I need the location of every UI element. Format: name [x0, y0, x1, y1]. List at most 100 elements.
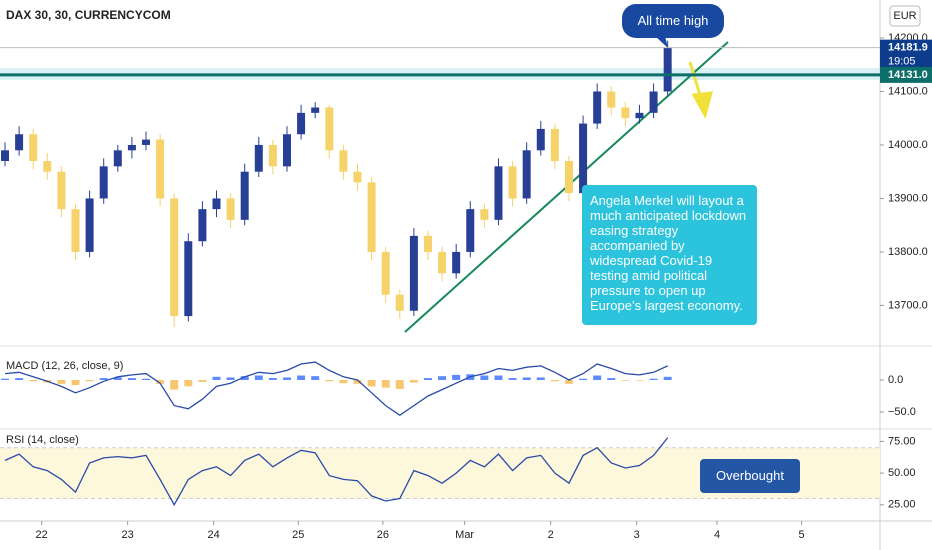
- histogram-bar: [184, 380, 193, 387]
- candle-body: [353, 171, 362, 183]
- candle-body: [550, 128, 559, 161]
- candle-body: [282, 134, 291, 167]
- histogram-bar: [1, 378, 10, 380]
- candle-body: [409, 235, 418, 311]
- histogram-bar: [564, 380, 573, 384]
- candle-body: [621, 107, 630, 119]
- y-tick-label: 14100.0: [888, 85, 928, 97]
- x-tick-label: 5: [799, 529, 805, 541]
- histogram-bar: [29, 380, 38, 382]
- histogram-bar: [99, 378, 108, 380]
- candle-body: [579, 123, 588, 194]
- histogram-bar: [212, 376, 221, 380]
- y-tick-label: 0.0: [888, 374, 903, 386]
- y-tick-label: 13800.0: [888, 246, 928, 258]
- candle-body: [141, 139, 150, 145]
- histogram-bar: [508, 378, 517, 380]
- candle-body: [536, 128, 545, 151]
- histogram-bar: [71, 380, 80, 386]
- histogram-bar: [494, 375, 503, 380]
- last-price-box: [880, 39, 932, 70]
- histogram-bar: [353, 380, 362, 384]
- histogram-bar: [156, 380, 165, 384]
- candle-body: [395, 294, 404, 311]
- callout-tail: [655, 36, 668, 48]
- histogram-bar: [649, 378, 658, 380]
- candle-body: [339, 150, 348, 172]
- macd-title: MACD (12, 26, close, 9): [6, 360, 123, 372]
- hline-label: 14131.0: [888, 69, 928, 81]
- rsi-line: [4, 437, 669, 507]
- currency-box[interactable]: [889, 5, 921, 27]
- histogram-bar: [438, 376, 447, 380]
- y-tick-label: 75.00: [888, 435, 916, 447]
- candle-body: [381, 251, 390, 295]
- candle-body: [663, 47, 672, 92]
- candle-body: [99, 166, 108, 199]
- rsi-title: RSI (14, close): [6, 434, 79, 446]
- candle-body: [226, 198, 235, 220]
- candle-body: [593, 91, 602, 124]
- candle-body: [85, 198, 94, 252]
- candle-body: [212, 198, 221, 210]
- candle-body: [564, 161, 573, 194]
- histogram-bar: [170, 380, 179, 390]
- y-tick-label: 13700.0: [888, 299, 928, 311]
- chart-title: DAX 30, 30, CURRENCYCOM: [6, 8, 171, 22]
- candle-body: [268, 144, 277, 167]
- histogram-bar: [621, 380, 630, 381]
- histogram-bar: [423, 378, 432, 380]
- histogram-bar: [480, 375, 489, 380]
- y-tick-label: 14000.0: [888, 139, 928, 151]
- candle-body: [635, 112, 644, 119]
- histogram-bar: [409, 380, 418, 383]
- histogram-bar: [254, 375, 263, 380]
- histogram-bar: [635, 380, 644, 381]
- x-tick-label: 3: [634, 529, 640, 541]
- candle-body: [311, 107, 320, 113]
- histogram-bar: [395, 380, 404, 389]
- candle-body: [508, 166, 517, 199]
- histogram-bar: [607, 378, 616, 380]
- x-tick-label: 4: [714, 529, 720, 541]
- candle-body: [254, 144, 263, 172]
- histogram-bar: [15, 378, 24, 380]
- histogram-bar: [522, 377, 531, 380]
- histogram-bar: [550, 380, 559, 382]
- countdown: 19:05: [888, 56, 916, 68]
- y-tick-label: −50.0: [888, 406, 916, 418]
- candle-body: [29, 134, 38, 161]
- x-tick-label: 22: [36, 529, 48, 541]
- histogram-bar: [325, 380, 334, 382]
- x-tick-label: 23: [122, 529, 134, 541]
- macd-line: [4, 361, 668, 416]
- candle-body: [438, 251, 447, 274]
- histogram-bar: [141, 378, 150, 380]
- currency[interactable]: EUR: [893, 10, 916, 22]
- histogram-bar: [536, 377, 545, 380]
- candle-body: [297, 112, 306, 135]
- x-tick-label: 26: [377, 529, 389, 541]
- candle-body: [423, 235, 432, 252]
- candle-body: [71, 209, 80, 252]
- candle-body: [198, 209, 207, 242]
- histogram-bar: [367, 380, 376, 387]
- histogram-bar: [311, 376, 320, 380]
- histogram-bar: [57, 380, 66, 384]
- candle-body: [452, 251, 461, 274]
- x-tick-label: 2: [548, 529, 554, 541]
- candle-body: [170, 198, 179, 317]
- y-tick-label: 50.00: [888, 467, 916, 479]
- candle-body: [367, 182, 376, 252]
- candle-body: [43, 161, 52, 172]
- callout: All time high: [622, 4, 724, 38]
- candle-body: [480, 209, 489, 220]
- y-tick-label: 13900.0: [888, 192, 928, 204]
- arrow: [688, 61, 714, 119]
- histogram-bar: [339, 380, 348, 384]
- candle-body: [15, 134, 24, 151]
- histogram-bar: [663, 376, 672, 380]
- candle-body: [184, 241, 193, 317]
